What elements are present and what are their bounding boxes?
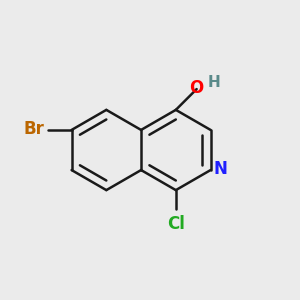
Text: N: N (213, 160, 227, 178)
Text: O: O (190, 79, 204, 97)
Text: Cl: Cl (167, 215, 185, 233)
Text: Br: Br (24, 120, 45, 138)
Text: H: H (208, 75, 220, 90)
